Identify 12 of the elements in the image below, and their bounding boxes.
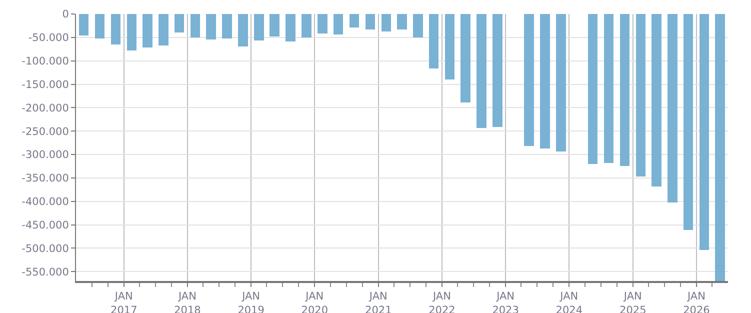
y-tick-label: -200.000	[22, 102, 69, 114]
y-tick-label: -300.000	[22, 149, 69, 162]
y-tick-label: -550.000	[22, 266, 69, 278]
y-tick-label: -450.000	[22, 219, 69, 232]
y-tick-label: -350.000	[22, 172, 69, 185]
y-tick-label: -100.000	[22, 56, 69, 68]
y-tick-label: 0	[62, 8, 69, 21]
y-tick-label: -250.000	[22, 126, 69, 138]
y-tick-label: -400.000	[22, 196, 69, 208]
y-tick-label: -50.000	[28, 32, 69, 44]
y-tick-label: -500.000	[22, 242, 69, 255]
y-tick-label: -150.000	[22, 78, 69, 91]
